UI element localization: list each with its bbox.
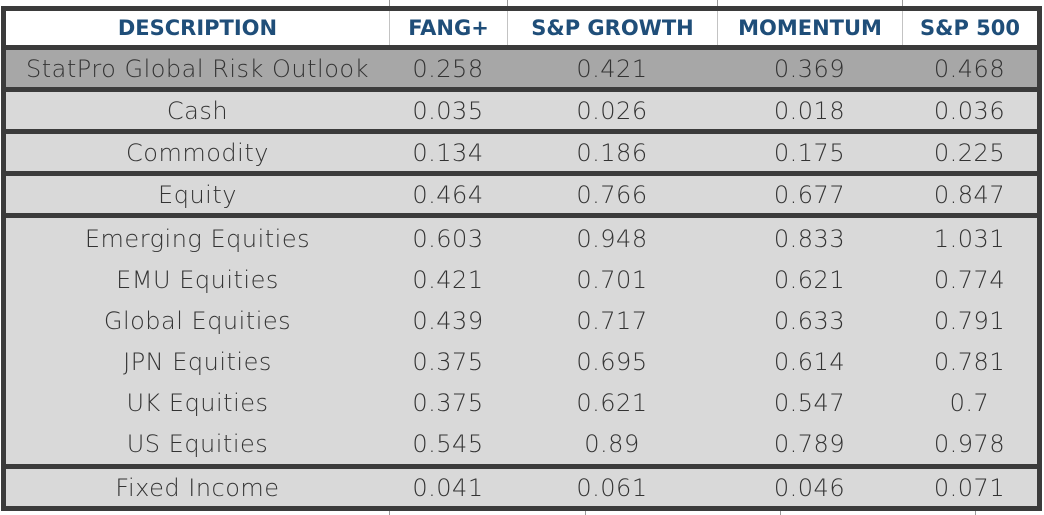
table-row-us-equities: US Equities 0.545 0.89 0.789 0.978	[6, 423, 1037, 464]
column-header-momentum[interactable]: MOMENTUM	[717, 11, 902, 45]
row-label-uk-equities[interactable]: UK Equities	[126, 388, 269, 417]
cell-commodity-s-p-growth[interactable]: 0.186	[576, 138, 648, 167]
cell-us-equities-s-p-500[interactable]: 0.978	[933, 429, 1006, 458]
cell-commodity-s-p-500[interactable]: 0.225	[933, 138, 1006, 167]
cell-commodity-fang[interactable]: 0.134	[412, 138, 484, 167]
table-body: StatPro Global Risk Outlook 0.258 0.421 0.3…	[6, 45, 1037, 506]
cell-emerging-equities-fang[interactable]: 0.603	[412, 224, 484, 253]
cell-cash-fang[interactable]: 0.035	[412, 96, 484, 125]
gridline-stub	[780, 511, 781, 515]
table-row-uk-equities: UK Equities 0.375 0.621 0.547 0.7	[6, 382, 1037, 423]
row-label-us-equities[interactable]: US Equities	[126, 429, 269, 458]
cell-statpro-global-risk-outlook-s-p-500[interactable]: 0.468	[933, 54, 1006, 83]
cell-fixed-income-momentum[interactable]: 0.046	[773, 473, 846, 502]
gridline-stub	[975, 511, 976, 515]
cell-statpro-global-risk-outlook-fang[interactable]: 0.258	[412, 54, 484, 83]
table-row-fixed-income: Fixed Income 0.041 0.061 0.046 0.071	[6, 464, 1037, 506]
table-row-emu-equities: EMU Equities 0.421 0.701 0.621 0.774	[6, 259, 1037, 300]
cell-cash-s-p-500[interactable]: 0.036	[933, 96, 1006, 125]
cell-fixed-income-s-p-500[interactable]: 0.071	[933, 473, 1006, 502]
gridline-stub	[507, 0, 508, 6]
column-header-s-p-growth[interactable]: S&P GROWTH	[507, 11, 717, 45]
cell-uk-equities-momentum[interactable]: 0.547	[773, 388, 846, 417]
cell-us-equities-fang[interactable]: 0.545	[412, 429, 484, 458]
cell-commodity-momentum[interactable]: 0.175	[773, 138, 846, 167]
cell-jpn-equities-s-p-500[interactable]: 0.781	[933, 347, 1006, 376]
cell-equity-momentum[interactable]: 0.677	[773, 180, 846, 209]
cell-emu-equities-s-p-500[interactable]: 0.774	[933, 265, 1006, 294]
row-label-commodity[interactable]: Commodity	[126, 138, 269, 167]
row-label-jpn-equities[interactable]: JPN Equities	[123, 347, 272, 376]
table-row-emerging-equities: Emerging Equities 0.603 0.948 0.833 1.031	[6, 213, 1037, 259]
cell-cash-momentum[interactable]: 0.018	[773, 96, 846, 125]
row-label-global-equities[interactable]: Global Equities	[103, 306, 292, 335]
cell-uk-equities-fang[interactable]: 0.375	[412, 388, 484, 417]
cell-statpro-global-risk-outlook-s-p-growth[interactable]: 0.421	[576, 54, 648, 83]
row-label-emu-equities[interactable]: EMU Equities	[116, 265, 279, 294]
cell-us-equities-s-p-growth[interactable]: 0.89	[584, 429, 640, 458]
cell-emu-equities-momentum[interactable]: 0.621	[773, 265, 846, 294]
gridline-strip-bottom	[0, 511, 1044, 515]
row-label-cash[interactable]: Cash	[166, 96, 229, 125]
cell-equity-s-p-500[interactable]: 0.847	[933, 180, 1006, 209]
cell-equity-s-p-growth[interactable]: 0.766	[576, 180, 648, 209]
header-row: DESCRIPTION FANG+ S&P GROWTH MOMENTUM S&P 50…	[6, 11, 1037, 45]
cell-uk-equities-s-p-500[interactable]: 0.7	[949, 388, 990, 417]
gridline-stub	[717, 0, 718, 6]
cell-global-equities-momentum[interactable]: 0.633	[773, 306, 846, 335]
gridline-stub	[389, 511, 390, 515]
row-label-fixed-income[interactable]: Fixed Income	[115, 473, 280, 502]
risk-outlook-table: DESCRIPTION FANG+ S&P GROWTH MOMENTUM S&P 50…	[1, 6, 1042, 511]
cell-cash-s-p-growth[interactable]: 0.026	[576, 96, 648, 125]
row-label-equity[interactable]: Equity	[158, 180, 237, 209]
cell-emu-equities-fang[interactable]: 0.421	[412, 265, 484, 294]
cell-equity-fang[interactable]: 0.464	[412, 180, 484, 209]
column-header-s-p-500[interactable]: S&P 500	[902, 11, 1037, 45]
table-row-equity: Equity 0.464 0.766 0.677 0.847	[6, 171, 1037, 213]
gridline-stub	[902, 0, 903, 6]
table-row-global-equities: Global Equities 0.439 0.717 0.633 0.791	[6, 300, 1037, 341]
gridline-strip-top	[0, 0, 1044, 6]
cell-emerging-equities-s-p-500[interactable]: 1.031	[933, 224, 1006, 253]
cell-us-equities-momentum[interactable]: 0.789	[773, 429, 846, 458]
cell-fixed-income-fang[interactable]: 0.041	[412, 473, 484, 502]
cell-emerging-equities-s-p-growth[interactable]: 0.948	[576, 224, 648, 253]
cell-global-equities-s-p-growth[interactable]: 0.717	[576, 306, 648, 335]
cell-statpro-global-risk-outlook-momentum[interactable]: 0.369	[773, 54, 846, 83]
cell-jpn-equities-momentum[interactable]: 0.614	[773, 347, 846, 376]
table-row-commodity: Commodity 0.134 0.186 0.175 0.225	[6, 129, 1037, 171]
cell-fixed-income-s-p-growth[interactable]: 0.061	[576, 473, 648, 502]
cell-uk-equities-s-p-growth[interactable]: 0.621	[576, 388, 648, 417]
column-header-description[interactable]: DESCRIPTION	[117, 16, 278, 40]
table-row-jpn-equities: JPN Equities 0.375 0.695 0.614 0.781	[6, 341, 1037, 382]
cell-emerging-equities-momentum[interactable]: 0.833	[773, 224, 846, 253]
table-row-statpro-global-risk-outlook: StatPro Global Risk Outlook 0.258 0.421 0.3…	[6, 45, 1037, 87]
cell-global-equities-s-p-500[interactable]: 0.791	[933, 306, 1006, 335]
gridline-stub	[389, 0, 390, 6]
cell-global-equities-fang[interactable]: 0.439	[412, 306, 484, 335]
row-label-emerging-equities[interactable]: Emerging Equities	[84, 224, 311, 253]
column-header-fang[interactable]: FANG+	[389, 11, 507, 45]
cell-jpn-equities-fang[interactable]: 0.375	[412, 347, 484, 376]
row-label-statpro-global-risk-outlook[interactable]: StatPro Global Risk Outlook	[26, 54, 369, 83]
cell-jpn-equities-s-p-growth[interactable]: 0.695	[576, 347, 648, 376]
gridline-stub	[585, 511, 586, 515]
table-row-cash: Cash 0.035 0.026 0.018 0.036	[6, 87, 1037, 129]
cell-emu-equities-s-p-growth[interactable]: 0.701	[576, 265, 648, 294]
